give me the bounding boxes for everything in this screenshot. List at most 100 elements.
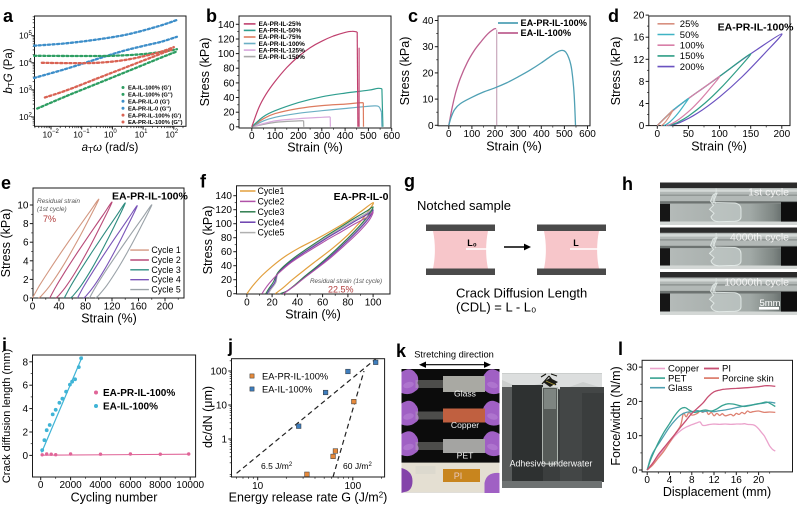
svg-text:4: 4 bbox=[22, 404, 28, 415]
svg-text:10000th cycle: 10000th cycle bbox=[724, 276, 789, 288]
svg-text:g: g bbox=[404, 171, 415, 191]
svg-text:2000: 2000 bbox=[59, 480, 82, 491]
svg-text:Energy release rate G (J/m2): Energy release rate G (J/m2) bbox=[229, 491, 388, 505]
svg-text:Strain (%): Strain (%) bbox=[691, 140, 747, 154]
svg-text:200: 200 bbox=[157, 302, 174, 313]
svg-text:1: 1 bbox=[144, 129, 148, 135]
svg-text:l: l bbox=[618, 339, 623, 359]
svg-text:4000: 4000 bbox=[89, 480, 112, 491]
svg-text:7%: 7% bbox=[43, 214, 56, 224]
svg-text:10: 10 bbox=[626, 431, 638, 442]
svg-text:12: 12 bbox=[633, 55, 645, 66]
svg-text:Strain (%): Strain (%) bbox=[285, 308, 341, 322]
svg-text:aTω (rad/s): aTω (rad/s) bbox=[82, 142, 139, 155]
svg-text:0: 0 bbox=[644, 475, 650, 486]
svg-text:10: 10 bbox=[135, 130, 145, 140]
svg-text:8: 8 bbox=[22, 357, 28, 368]
svg-text:d: d bbox=[608, 6, 619, 26]
svg-text:60: 60 bbox=[221, 247, 233, 258]
svg-text:h: h bbox=[622, 174, 633, 194]
svg-text:Cycle 4: Cycle 4 bbox=[151, 275, 180, 285]
svg-text:6000: 6000 bbox=[119, 480, 142, 491]
svg-text:10: 10 bbox=[73, 130, 83, 140]
svg-text:0: 0 bbox=[23, 294, 29, 305]
svg-text:EA-PR-IL-100%: EA-PR-IL-100% bbox=[103, 388, 175, 399]
svg-text:0: 0 bbox=[446, 129, 452, 140]
svg-text:EA-PR-IL-0 (G'): EA-PR-IL-0 (G') bbox=[128, 100, 170, 106]
svg-text:c: c bbox=[408, 6, 418, 26]
svg-text:EA-PR-IL-100%: EA-PR-IL-100% bbox=[262, 372, 328, 382]
svg-text:0: 0 bbox=[113, 129, 117, 135]
svg-text:0: 0 bbox=[229, 122, 235, 133]
svg-text:8: 8 bbox=[639, 77, 645, 88]
svg-text:Glass: Glass bbox=[454, 389, 476, 399]
svg-text:4: 4 bbox=[23, 256, 29, 267]
svg-text:100%: 100% bbox=[680, 41, 705, 52]
svg-text:200: 200 bbox=[487, 129, 504, 140]
svg-text:0: 0 bbox=[38, 480, 44, 491]
svg-text:f: f bbox=[200, 172, 207, 192]
svg-text:100: 100 bbox=[365, 298, 382, 309]
svg-text:100: 100 bbox=[210, 367, 227, 378]
svg-text:100: 100 bbox=[711, 129, 728, 140]
svg-text:Displacement (mm): Displacement (mm) bbox=[663, 485, 771, 499]
svg-text:8000: 8000 bbox=[149, 480, 172, 491]
svg-text:2: 2 bbox=[29, 113, 33, 119]
svg-text:Strain (%): Strain (%) bbox=[287, 141, 343, 155]
svg-text:L: L bbox=[573, 238, 579, 248]
svg-text:dc/dN (μm): dc/dN (μm) bbox=[201, 386, 215, 448]
svg-text:j: j bbox=[227, 336, 233, 356]
svg-text:Strain (%): Strain (%) bbox=[486, 140, 542, 154]
svg-text:0: 0 bbox=[428, 121, 434, 132]
svg-text:EA-PR-IL-150%: EA-PR-IL-150% bbox=[259, 54, 305, 61]
svg-text:60: 60 bbox=[223, 78, 235, 89]
svg-text:2: 2 bbox=[175, 129, 179, 135]
svg-text:Stress (kPa): Stress (kPa) bbox=[198, 38, 212, 107]
svg-text:Cycle 1: Cycle 1 bbox=[151, 245, 180, 255]
svg-text:EA-PR-IL-100%: EA-PR-IL-100% bbox=[112, 191, 189, 203]
svg-text:EA-IL-100%: EA-IL-100% bbox=[103, 402, 158, 413]
svg-text:EA-PR-IL-100% (G'): EA-PR-IL-100% (G') bbox=[128, 113, 181, 119]
svg-text:600: 600 bbox=[383, 131, 400, 142]
svg-text:2: 2 bbox=[22, 428, 28, 439]
svg-text:EA-PR-IL-100% (G''): EA-PR-IL-100% (G'') bbox=[128, 120, 183, 126]
svg-text:100: 100 bbox=[464, 129, 481, 140]
svg-text:Stress (kPa): Stress (kPa) bbox=[398, 37, 412, 106]
svg-text:a: a bbox=[3, 6, 14, 26]
svg-text:−2: −2 bbox=[52, 129, 60, 135]
svg-text:500: 500 bbox=[556, 129, 573, 140]
svg-text:Strain (%): Strain (%) bbox=[81, 312, 137, 326]
svg-text:150%: 150% bbox=[680, 51, 705, 62]
svg-text:Copper: Copper bbox=[451, 420, 479, 430]
svg-text:200: 200 bbox=[773, 129, 790, 140]
svg-text:Crack diffusion length (mm): Crack diffusion length (mm) bbox=[1, 349, 13, 483]
svg-text:Porcine skin: Porcine skin bbox=[722, 373, 774, 384]
svg-text:EA-IL-100%: EA-IL-100% bbox=[262, 385, 312, 395]
svg-text:30: 30 bbox=[626, 363, 638, 374]
svg-text:20: 20 bbox=[267, 298, 279, 309]
svg-text:EA-IL-100%: EA-IL-100% bbox=[521, 28, 572, 38]
svg-text:100: 100 bbox=[218, 49, 235, 60]
svg-text:i: i bbox=[2, 335, 7, 355]
svg-text:k: k bbox=[396, 341, 407, 361]
svg-text:10: 10 bbox=[17, 201, 29, 212]
svg-text:Glass: Glass bbox=[668, 383, 693, 394]
svg-text:120: 120 bbox=[218, 35, 235, 46]
svg-text:25%: 25% bbox=[680, 19, 700, 30]
svg-text:10: 10 bbox=[43, 130, 53, 140]
svg-text:EA-PR-IL-100%: EA-PR-IL-100% bbox=[521, 18, 587, 28]
svg-text:10: 10 bbox=[19, 112, 29, 122]
svg-text:EA-PR-IL-0: EA-PR-IL-0 bbox=[334, 191, 389, 203]
svg-text:20: 20 bbox=[422, 68, 434, 79]
svg-text:Stress (kPa): Stress (kPa) bbox=[609, 37, 623, 106]
svg-text:EA-IL-100% (G'): EA-IL-100% (G') bbox=[128, 86, 171, 92]
svg-text:10: 10 bbox=[216, 401, 228, 412]
svg-text:Cycle5: Cycle5 bbox=[258, 228, 285, 238]
svg-text:40: 40 bbox=[422, 16, 434, 27]
svg-text:0: 0 bbox=[244, 298, 250, 309]
svg-text:4: 4 bbox=[29, 58, 33, 64]
svg-text:PI: PI bbox=[454, 471, 463, 481]
svg-text:10: 10 bbox=[104, 130, 114, 140]
svg-text:140: 140 bbox=[218, 20, 235, 31]
svg-text:Residual strain: Residual strain bbox=[37, 198, 80, 205]
